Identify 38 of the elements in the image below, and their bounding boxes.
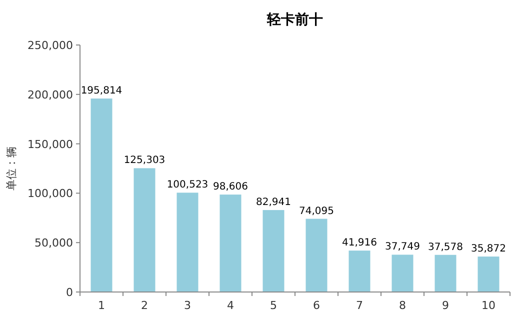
bar xyxy=(434,254,456,292)
bar xyxy=(176,192,198,292)
x-tick-label: 1 xyxy=(98,299,105,312)
y-axis-title: 单位：辆 xyxy=(5,146,18,190)
x-tick-label: 4 xyxy=(227,299,234,312)
data-label: 35,872 xyxy=(471,244,506,255)
bar xyxy=(348,250,370,292)
bar xyxy=(262,210,284,292)
data-label: 100,523 xyxy=(166,180,208,191)
bar xyxy=(90,98,112,292)
bar xyxy=(478,256,500,292)
x-tick-label: 8 xyxy=(399,299,406,312)
x-tick-label: 3 xyxy=(184,299,191,312)
x-tick-label: 7 xyxy=(356,299,363,312)
x-tick-label: 6 xyxy=(313,299,320,312)
data-label: 37,578 xyxy=(428,242,463,253)
y-tick-label: 250,000 xyxy=(28,39,73,52)
data-label: 125,303 xyxy=(124,155,166,166)
data-label: 74,095 xyxy=(299,206,334,217)
bar xyxy=(306,218,328,292)
x-tick-label: 9 xyxy=(442,299,449,312)
bar xyxy=(220,194,242,292)
data-label: 37,749 xyxy=(385,242,420,253)
y-tick-label: 0 xyxy=(66,286,73,299)
y-tick-label: 50,000 xyxy=(34,236,73,250)
data-label: 41,916 xyxy=(342,238,377,249)
y-tick-label: 150,000 xyxy=(28,138,73,151)
y-tick-label: 100,000 xyxy=(28,187,73,200)
x-tick-label: 10 xyxy=(482,299,496,312)
bar xyxy=(134,168,156,292)
y-tick-label: 200,000 xyxy=(28,88,73,102)
chart-title: 轻卡前十 xyxy=(266,12,323,28)
data-label: 82,941 xyxy=(256,197,291,208)
data-label: 98,606 xyxy=(213,182,248,193)
x-tick-label: 5 xyxy=(270,299,277,312)
bar xyxy=(392,254,414,292)
x-tick-label: 2 xyxy=(141,299,148,312)
data-label: 195,814 xyxy=(80,86,122,97)
